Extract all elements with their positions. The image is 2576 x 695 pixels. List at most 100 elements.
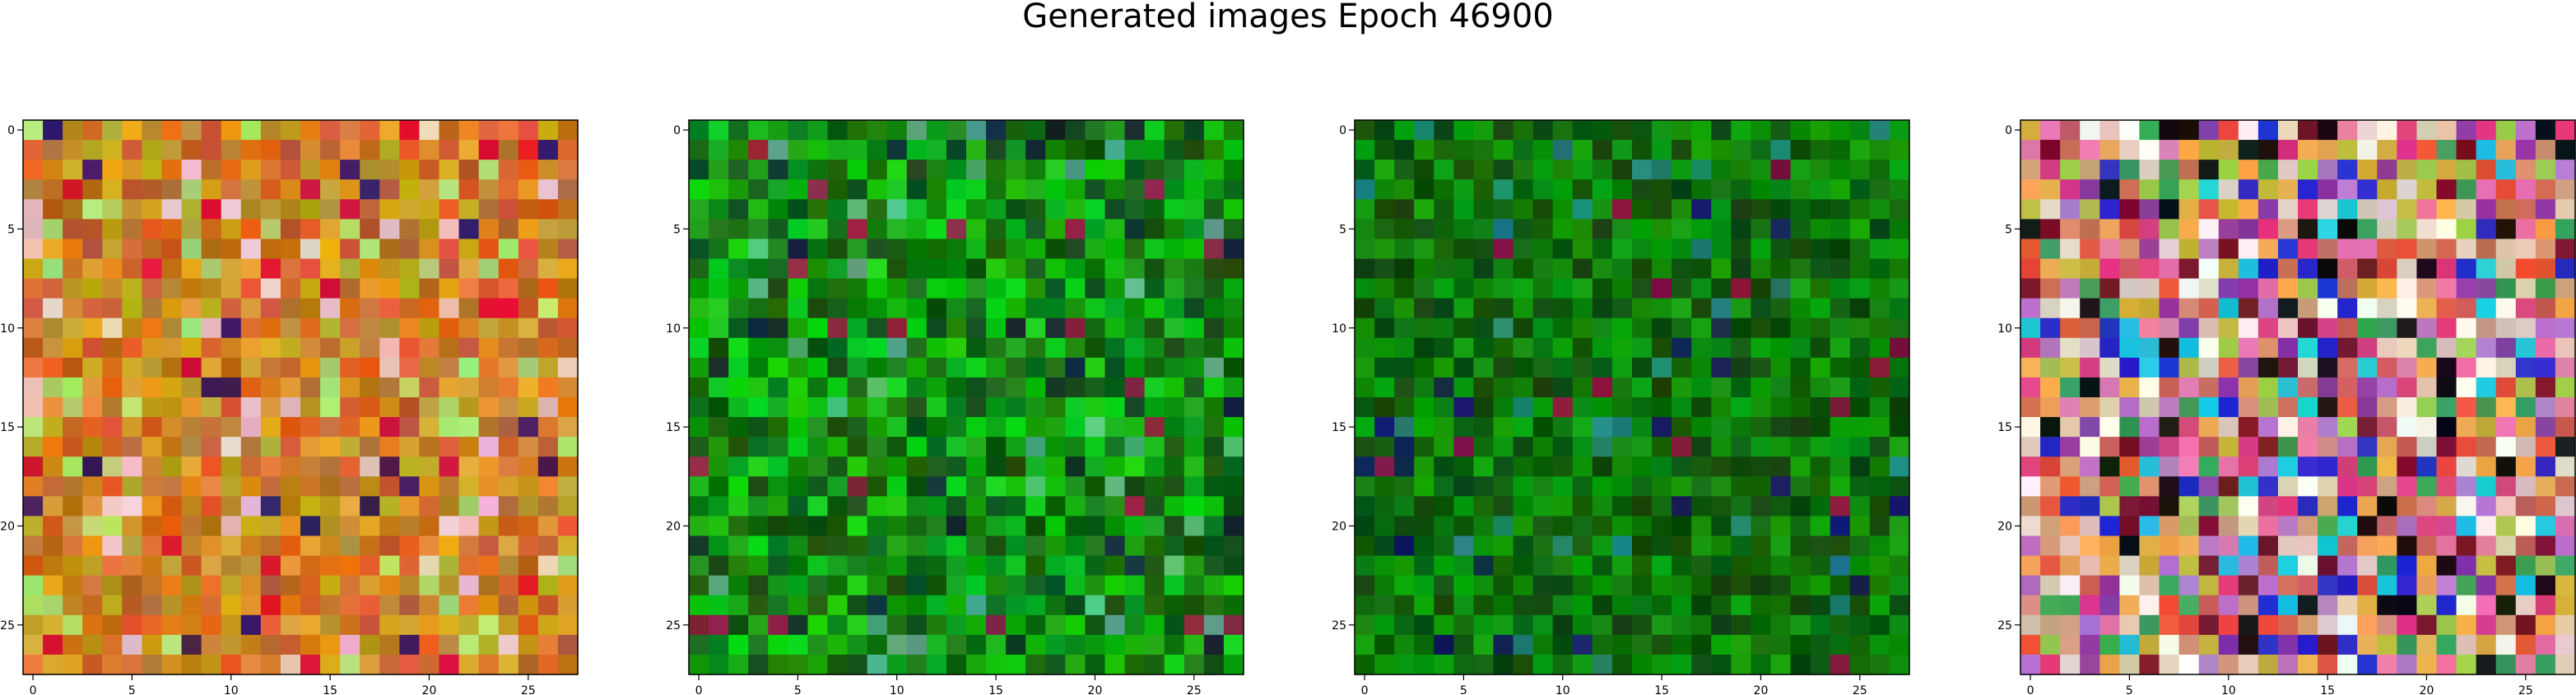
pixel-cell (1183, 377, 1205, 398)
pixel-cell (181, 535, 202, 557)
pixel-cell (2080, 120, 2100, 141)
pixel-cell (1889, 476, 1910, 497)
pixel-cell (1611, 120, 1633, 141)
pixel-cell (709, 456, 729, 477)
pixel-cell (498, 219, 519, 240)
pixel-cell (788, 258, 809, 280)
pixel-cell (2436, 317, 2457, 339)
pixel-cell (2060, 377, 2081, 398)
pixel-cell (1223, 654, 1244, 675)
pixel-cell (926, 456, 947, 477)
pixel-cell (2555, 199, 2576, 220)
pixel-cell (748, 278, 769, 299)
pixel-cell (1869, 199, 1890, 220)
pixel-cell (1183, 516, 1205, 537)
pixel-cell (1652, 456, 1672, 477)
pixel-cell (181, 614, 202, 636)
pixel-cell (847, 258, 868, 280)
pixel-cell (2257, 614, 2279, 636)
pixel-cell (1493, 377, 1514, 398)
pixel-cell (2436, 337, 2457, 359)
pixel-cell (1394, 614, 1415, 636)
pixel-cell (728, 496, 749, 517)
pixel-cell (2555, 377, 2576, 398)
pixel-cell (1183, 555, 1205, 577)
pixel-cell (1203, 437, 1225, 457)
pixel-cell (1085, 317, 1106, 339)
pixel-cell (1790, 595, 1811, 616)
pixel-cell (1592, 337, 1613, 359)
pixel-cell (2456, 535, 2477, 557)
pixel-cell (2178, 555, 2200, 577)
pixel-cell (1085, 634, 1106, 656)
pixel-cell (1790, 476, 1811, 497)
pixel-cell (1394, 535, 1415, 557)
pixel-cell (2318, 496, 2338, 517)
pixel-cell (360, 160, 380, 180)
pixel-cell (1770, 575, 1792, 596)
pixel-cell (2377, 377, 2397, 398)
pixel-cell (2277, 476, 2299, 497)
pixel-cell (2139, 456, 2160, 477)
pixel-cell (1473, 337, 1495, 359)
pixel-cell (1065, 239, 1086, 260)
pixel-cell (1203, 298, 1225, 319)
pixel-cell (2080, 337, 2100, 359)
pixel-cell (1394, 456, 1415, 477)
pixel-cell (1045, 219, 1066, 240)
pixel-cell (2318, 160, 2338, 180)
x-tick-label: 15 (988, 684, 1003, 695)
pixel-cell (1434, 337, 1454, 359)
y-tick-label: 10 (0, 322, 15, 336)
pixel-cell (2080, 377, 2100, 398)
pixel-cell (2080, 317, 2100, 339)
pixel-cell (280, 160, 301, 180)
pixel-cell (748, 634, 769, 656)
pixel-cell (1065, 535, 1086, 557)
pixel-cell (1144, 337, 1165, 359)
pixel-cell (1532, 298, 1554, 319)
pixel-cell (1889, 555, 1910, 577)
x-tick-label: 15 (2320, 684, 2335, 695)
pixel-cell (1672, 219, 1692, 240)
pixel-cell (1869, 535, 1890, 557)
pixel-cell (2119, 179, 2141, 200)
pixel-cell (847, 417, 868, 438)
pixel-cell (2495, 219, 2517, 240)
pixel-cell (768, 219, 788, 240)
pixel-cell (320, 199, 341, 220)
pixel-cell (986, 298, 1007, 319)
pixel-cell (748, 160, 769, 180)
pixel-cell (221, 575, 242, 596)
pixel-cell (2119, 337, 2141, 359)
pixel-cell (827, 239, 849, 260)
pixel-cell (399, 219, 421, 240)
pixel-cell (847, 516, 868, 537)
pixel-cell (300, 298, 321, 319)
pixel-cell (2159, 516, 2180, 537)
pixel-cell (1473, 317, 1495, 339)
pixel-cell (2515, 140, 2536, 160)
pixel-cell (1045, 397, 1066, 418)
pixel-cell (1183, 298, 1205, 319)
pixel-cell (439, 595, 460, 616)
pixel-cell (867, 179, 888, 200)
pixel-cell (1572, 496, 1593, 517)
pixel-cell (748, 120, 769, 141)
pixel-cell (2416, 357, 2438, 378)
pixel-cell (43, 595, 63, 616)
pixel-cell (1006, 456, 1026, 477)
pixel-cell (1355, 397, 1375, 418)
pixel-cell (926, 160, 947, 180)
pixel-cell (2238, 239, 2259, 260)
pixel-cell (1164, 516, 1185, 537)
pixel-cell (2277, 397, 2299, 418)
pixel-cell (2238, 258, 2259, 280)
pixel-cell (1611, 614, 1633, 636)
pixel-cell (2357, 258, 2378, 280)
pixel-cell (1869, 219, 1890, 240)
pixel-cell (1453, 199, 1475, 220)
pixel-cell (1611, 337, 1633, 359)
pixel-cell (260, 298, 281, 319)
pixel-cell (986, 595, 1007, 616)
